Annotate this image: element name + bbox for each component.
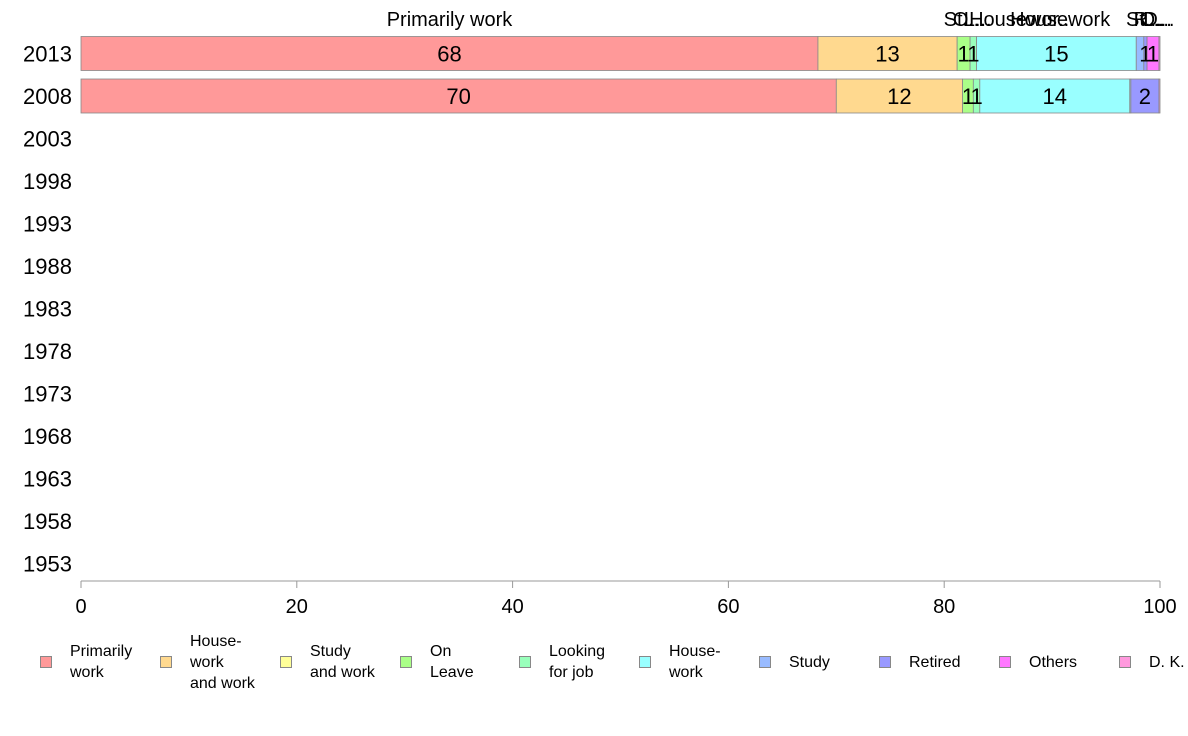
- data-label-2013-housework-and-work: 13: [875, 42, 899, 67]
- legend-label: Looking for job: [549, 643, 606, 681]
- x-tick-label-80: 80: [933, 596, 955, 618]
- y-label-2003: 2003: [23, 127, 72, 152]
- top-labels: Primarily work Housewor...St...O...L... Ho…: [387, 9, 1175, 31]
- legend-item-study-and-work: Study and work: [280, 630, 375, 694]
- bar-2008-housework-and-work: [835, 78, 963, 114]
- bar-2013-housework: [976, 36, 1137, 71]
- legend-label: Study and work: [310, 643, 375, 681]
- legend-swatch: [400, 656, 412, 668]
- y-label-2008: 2008: [23, 84, 72, 109]
- data-label-2008-housework: 14: [1043, 84, 1067, 109]
- legend-item-study: Study: [759, 630, 830, 694]
- legend-item-on-leave: On Leave: [400, 630, 474, 694]
- bars: [80, 36, 1161, 114]
- data-label-2013-others: 1: [1147, 42, 1159, 67]
- x-axis: 0 20 40 60 80 100: [75, 580, 1177, 618]
- y-label-1973: 1973: [23, 382, 72, 407]
- y-label-1988: 1988: [23, 254, 72, 279]
- legend-swatch: [40, 656, 52, 668]
- top-label-7: R...: [1134, 9, 1165, 31]
- legend-item-housework: House- work: [639, 630, 721, 694]
- legend: Primarily work House- work and work Study …: [0, 630, 1188, 700]
- data-label-2008-looking-for-job: 1: [970, 84, 982, 109]
- top-label-3: O...: [953, 9, 985, 31]
- data-label-2013-primarily-work: 68: [437, 42, 461, 67]
- bar-2008-d-k: [1158, 78, 1161, 114]
- y-label-1968: 1968: [23, 424, 72, 449]
- legend-label: D. K.: [1149, 653, 1185, 671]
- legend-swatch: [160, 656, 172, 668]
- x-tick-label-0: 0: [75, 596, 86, 618]
- legend-label: On Leave: [430, 643, 474, 681]
- legend-item-looking-for-job: Looking for job: [519, 630, 605, 694]
- stacked-bar-chart: Primarily work Housewor...St...O...L... Ho…: [23, 9, 1177, 618]
- legend-swatch: [879, 656, 891, 668]
- x-tick-label-40: 40: [501, 596, 523, 618]
- legend-label: House- work: [669, 643, 721, 681]
- data-label-2013-on-leave: 1: [957, 42, 969, 67]
- legend-item-others: Others: [999, 630, 1077, 694]
- legend-label: Retired: [909, 653, 961, 671]
- legend-label: Study: [789, 653, 830, 671]
- data-label-2013-looking-for-job: 1: [967, 42, 979, 67]
- legend-label: House- work and work: [190, 632, 255, 692]
- legend-item-primarily-work: Primarily work: [40, 630, 132, 694]
- top-label-5: Housework: [1010, 9, 1111, 31]
- y-label-1983: 1983: [23, 297, 72, 322]
- y-label-1953: 1953: [23, 552, 72, 577]
- y-label-1958: 1958: [23, 509, 72, 534]
- bar-2008-retired: [1130, 78, 1160, 114]
- legend-label: Primarily work: [70, 643, 133, 681]
- legend-swatch: [759, 656, 771, 668]
- top-label-0: Primarily work: [387, 9, 514, 31]
- data-label-2008-primarily-work: 70: [446, 84, 470, 109]
- legend-swatch: [999, 656, 1011, 668]
- x-tick-label-20: 20: [286, 596, 308, 618]
- legend-swatch: [1119, 656, 1131, 668]
- top-label-9: D...: [1143, 9, 1174, 31]
- y-label-1993: 1993: [23, 212, 72, 237]
- legend-swatch: [639, 656, 651, 668]
- data-label-2013-housework: 15: [1044, 42, 1068, 67]
- data-label-2008-housework-and-work: 12: [887, 84, 911, 109]
- legend-item-d-k: D. K.: [1119, 630, 1185, 694]
- legend-swatch: [519, 656, 531, 668]
- top-label-4: L...: [964, 9, 992, 31]
- data-label-2008-retired: 2: [1139, 84, 1151, 109]
- y-axis-labels: 2013 2008 2003 1998 1993 1988 1983 1978 1973 1968…: [23, 42, 72, 577]
- legend-item-housework-and-work: House- work and work: [160, 630, 255, 694]
- bar-2008-housework: [979, 78, 1131, 114]
- y-label-1978: 1978: [23, 339, 72, 364]
- data-label-2013-retired: 1: [1139, 42, 1151, 67]
- top-label-1: Housewor...: [969, 9, 1075, 31]
- top-label-8: O...: [1140, 9, 1172, 31]
- x-tick-label-100: 100: [1143, 596, 1176, 618]
- y-label-1963: 1963: [23, 467, 72, 492]
- data-label-2008-on-leave: 1: [962, 84, 974, 109]
- top-label-6: St...: [1126, 9, 1162, 31]
- legend-swatch: [280, 656, 292, 668]
- bar-2013-d-k: [1158, 36, 1161, 71]
- legend-label: Others: [1029, 653, 1078, 671]
- y-label-2013: 2013: [23, 42, 72, 67]
- bar-2013-housework-and-work: [817, 36, 958, 71]
- y-label-1998: 1998: [23, 169, 72, 194]
- x-tick-label-60: 60: [717, 596, 739, 618]
- legend-item-retired: Retired: [879, 630, 961, 694]
- top-label-2: St...: [944, 9, 980, 31]
